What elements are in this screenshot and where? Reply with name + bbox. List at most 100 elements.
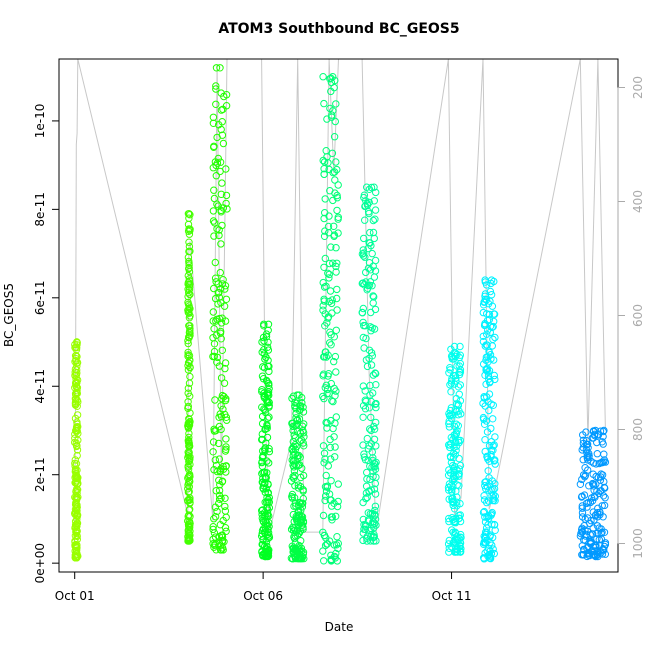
data-point [359, 413, 367, 421]
data-point [452, 487, 460, 495]
data-point [325, 259, 334, 268]
series-5 [319, 73, 342, 565]
data-point [367, 524, 375, 533]
data-point [73, 451, 81, 460]
data-point [319, 442, 328, 450]
data-point [367, 413, 375, 422]
data-point [221, 359, 230, 367]
data-point [261, 355, 269, 363]
data-point [578, 475, 586, 484]
data-point [324, 269, 332, 277]
data-point [322, 471, 330, 480]
series-3 [258, 320, 274, 561]
data-point [488, 492, 496, 500]
y-tick-label-4: 8e-11 [33, 192, 47, 227]
data-point [300, 442, 308, 450]
data-point [185, 478, 194, 486]
data-point [488, 342, 496, 350]
data-point [328, 111, 336, 119]
data-point [366, 228, 374, 237]
data-point [485, 406, 493, 415]
data-point [360, 525, 368, 533]
data-point [218, 478, 227, 486]
y-axis-label: BC_GEOS5 [2, 283, 16, 347]
data-point [332, 413, 340, 421]
data-point [325, 370, 333, 378]
data-point [491, 492, 499, 500]
data-point [583, 454, 591, 462]
data-point [456, 342, 464, 351]
data-point [294, 484, 303, 492]
data-point [209, 525, 217, 534]
data-point [185, 415, 193, 423]
data-point [323, 385, 332, 394]
data-point [74, 436, 82, 444]
data-point [259, 484, 267, 492]
data-point [212, 85, 220, 93]
data-point [366, 425, 374, 433]
data-point [589, 550, 598, 559]
data-point [596, 487, 604, 495]
data-point [454, 401, 463, 410]
data-point [487, 400, 495, 408]
data-point [333, 533, 341, 541]
data-point [449, 539, 457, 547]
data-point [481, 436, 489, 444]
data-point [261, 529, 269, 537]
data-point [215, 439, 223, 448]
data-point [263, 424, 271, 432]
data-point [455, 390, 463, 398]
data-point [265, 367, 273, 376]
data-point [601, 494, 609, 502]
data-point [367, 397, 375, 406]
data-point [369, 371, 377, 379]
data-point [185, 242, 194, 251]
data-point [71, 493, 79, 501]
data-point [186, 324, 194, 333]
data-point [264, 529, 273, 537]
data-point [186, 331, 194, 340]
data-point [578, 528, 586, 536]
data-point [326, 328, 334, 336]
data-point [265, 533, 274, 542]
series-6 [358, 183, 380, 545]
data-point [325, 390, 333, 398]
data-point [184, 292, 192, 301]
data-point [479, 360, 488, 368]
data-point [186, 372, 194, 381]
data-point [483, 428, 492, 436]
data-point [600, 450, 608, 458]
data-point [184, 271, 193, 280]
data-point [334, 539, 342, 548]
data-point [445, 412, 454, 420]
data-point [319, 370, 328, 378]
data-point [332, 541, 341, 549]
data-point [292, 547, 300, 555]
data-point [319, 278, 327, 287]
data-point [320, 459, 328, 467]
data-point [217, 425, 225, 434]
data-point [332, 326, 340, 334]
data-point [263, 343, 272, 351]
data-point [370, 422, 378, 431]
data-point [219, 462, 227, 471]
y-tick-label-3: 6e-11 [33, 280, 47, 315]
data-point [218, 131, 227, 139]
data-point [601, 550, 609, 558]
data-point [73, 359, 81, 367]
data-point [366, 475, 374, 484]
data-point [368, 324, 376, 332]
data-point [597, 473, 605, 481]
data-point [222, 435, 230, 443]
data-point [362, 197, 370, 205]
data-point [216, 268, 225, 277]
data-point [321, 227, 329, 235]
data-point [358, 250, 367, 258]
data-point [214, 154, 223, 163]
data-point [221, 494, 229, 502]
data-point [297, 537, 305, 545]
data-point [330, 222, 338, 231]
data-point [327, 556, 335, 564]
data-point [491, 433, 499, 441]
data-point [481, 290, 490, 298]
